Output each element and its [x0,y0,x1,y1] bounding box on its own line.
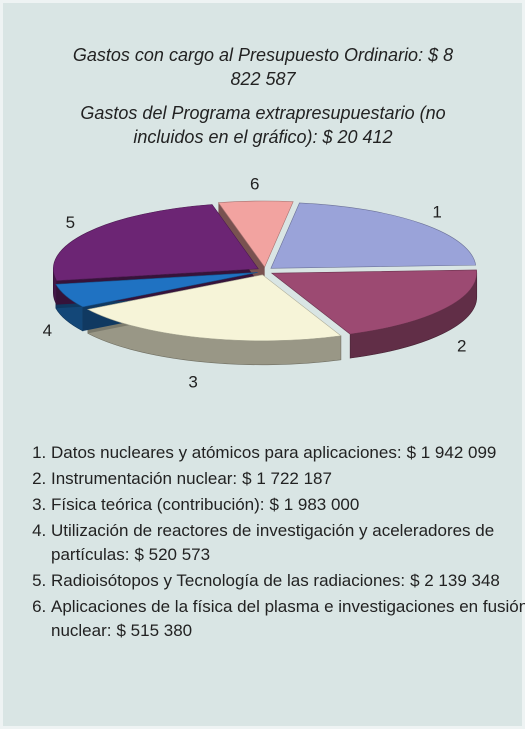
legend-value: $ 1 983 000 [269,495,360,514]
legend-item: Utilización de reactores de investigació… [51,519,525,567]
slice-label: 5 [66,213,75,232]
legend-label: Aplicaciones de la física del plasma e i… [51,597,525,640]
legend-value: $ 2 139 348 [410,571,500,590]
legend-value: $ 520 573 [134,545,211,564]
slice [53,204,259,281]
slice-label: 1 [432,203,441,222]
legend-value: $ 1 722 187 [242,469,332,488]
slice [55,272,258,308]
legend: Datos nucleares y atómicos para aplicaci… [29,441,525,645]
legend-label: Radioisótopos y Tecnología de las radiac… [51,571,406,590]
legend-item: Física teórica (contribución):$ 1 983 00… [51,493,525,517]
slice-label: 2 [457,337,466,356]
chart: Gastos con cargo al Presupuesto Ordinari… [43,45,478,391]
legend-item: Instrumentación nuclear:$ 1 722 187 [51,467,525,491]
chart-subtitle: Gastos del Programa extrapresupuestario … [80,103,446,147]
legend-item: Datos nucleares y atómicos para aplicaci… [51,441,525,465]
slice [270,202,477,269]
legend-item: Radioisótopos y Tecnología de las radiac… [51,569,525,593]
slice-label: 3 [188,372,197,391]
legend-label: Física teórica (contribución): [51,495,265,514]
legend-value: $ 515 380 [116,621,193,640]
pie: 1 2 3 4 5 6 [43,175,478,391]
legend-label: Datos nucleares y atómicos para aplicaci… [51,443,402,462]
slice [270,269,478,335]
slice-label: 4 [43,321,52,340]
legend-label: Utilización de reactores de investigació… [51,521,495,564]
chart-title: Gastos con cargo al Presupuesto Ordinari… [72,45,454,89]
slice [86,274,342,342]
legend-value: $ 1 942 099 [406,443,497,462]
titles: Gastos con cargo al Presupuesto Ordinari… [72,45,454,147]
slice-label: 6 [250,175,259,194]
slice [217,200,294,268]
legend-item: Aplicaciones de la física del plasma e i… [51,595,525,643]
legend-label: Instrumentación nuclear: [51,469,238,488]
